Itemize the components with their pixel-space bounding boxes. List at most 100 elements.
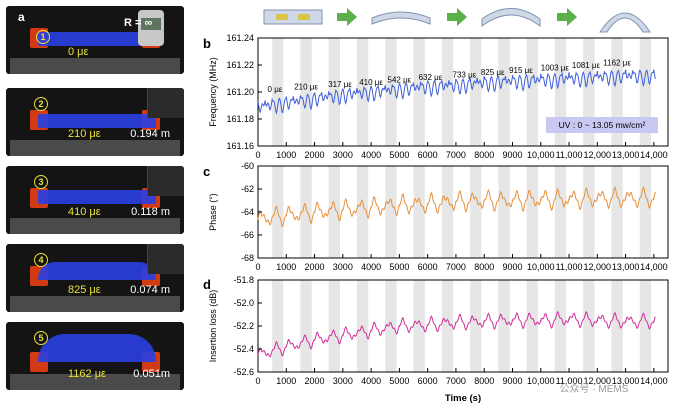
data-point xyxy=(455,200,457,203)
x-tick-label: 14,000 xyxy=(640,262,668,272)
step-number: 4 xyxy=(34,253,48,267)
data-point xyxy=(539,73,542,76)
uv-period-band xyxy=(272,280,284,372)
plot-frame xyxy=(257,279,669,373)
series-line xyxy=(257,185,656,228)
panel-label-c: c xyxy=(203,164,210,179)
data-point xyxy=(313,339,316,341)
x-tick-label: 11,000 xyxy=(556,150,583,160)
uv-period-band xyxy=(470,166,482,258)
data-point xyxy=(285,214,288,217)
x-tick-label: 8000 xyxy=(474,150,494,160)
x-tick-label: 2000 xyxy=(305,376,325,386)
chart-c: -60 -62 -64 -66 -68 0 1000 2000 3000 4000 5000 600… xyxy=(203,161,669,272)
uv-period-band xyxy=(498,38,510,146)
uv-period-band xyxy=(498,280,510,372)
chart-b: 161.24 161.22 161.20 161.18 161.16 0 1000 2000… xyxy=(203,33,669,160)
y-axis-label: Insertion loss (dB) xyxy=(208,290,218,363)
y-tick-label: -64 xyxy=(241,207,254,217)
data-point xyxy=(568,318,570,320)
data-point xyxy=(568,198,570,201)
uv-period-band xyxy=(441,166,454,258)
y-tick-label: 161.20 xyxy=(226,87,254,97)
x-tick-label: 6000 xyxy=(418,376,438,386)
strain-annotation: 0 με xyxy=(268,85,283,94)
radius-label: 0.074 m xyxy=(130,284,170,296)
x-tick-label: 5000 xyxy=(389,150,409,160)
strain-label: 0 με xyxy=(68,46,89,58)
series-phase xyxy=(257,185,656,228)
x-tick-label: 13,000 xyxy=(612,150,640,160)
uv-label-box xyxy=(546,117,658,133)
data-point xyxy=(257,353,259,356)
radius-infinity-label: R = ∞ xyxy=(124,17,153,29)
uv-shading xyxy=(272,280,652,372)
data-point xyxy=(624,69,627,72)
photo-step-3: 3 410 με 0.118 m xyxy=(6,166,184,234)
x-tick-label: 8000 xyxy=(474,262,494,272)
photo-step-5: 5 1162 με 0.051m xyxy=(6,322,184,390)
series-insertion-loss xyxy=(257,310,656,358)
data-point xyxy=(257,218,259,220)
x-tick-label: 10,000 xyxy=(527,262,555,272)
x-tick-label: 14,000 xyxy=(640,376,668,386)
data-point xyxy=(257,100,259,103)
data-point xyxy=(624,197,627,199)
y-tick-label: -60 xyxy=(241,161,254,171)
data-point xyxy=(596,197,599,199)
strain-annotation: 825 με xyxy=(481,68,505,77)
panel-label-b: b xyxy=(203,36,211,51)
x-tick-label: 2000 xyxy=(305,150,325,160)
uv-period-band xyxy=(470,38,482,146)
radius-label: 0.194 m xyxy=(130,128,170,140)
flexible-device xyxy=(38,262,156,280)
data-point xyxy=(370,206,372,209)
x-tick-label: 3000 xyxy=(333,376,353,386)
uv-period-band xyxy=(441,38,454,146)
x-axis: 0 1000 2000 3000 4000 5000 6000 7000 8000 9000 10,… xyxy=(255,142,668,160)
device-bent-3-icon xyxy=(599,12,651,33)
chart-d: -51.8 -52.0 -52.2 -52.4 -52.6 0 1000 2000 3000 4… xyxy=(203,275,669,404)
x-tick-label: 5000 xyxy=(389,262,409,272)
x-axis-label: Time (s) xyxy=(445,393,481,404)
x-tick-label: 1000 xyxy=(276,262,296,272)
uv-label: UV : 0 ~ 13.05 mw/cm² xyxy=(559,120,646,130)
strain-annotation: 915 με xyxy=(509,66,533,75)
x-tick-label: 7000 xyxy=(446,262,466,272)
uv-period-band xyxy=(611,280,623,372)
uv-period-band xyxy=(583,280,595,372)
uv-period-band xyxy=(526,280,538,372)
series-frequency xyxy=(257,69,656,115)
uv-period-band xyxy=(413,38,425,146)
bench xyxy=(10,218,180,234)
x-tick-label: 7000 xyxy=(446,150,466,160)
data-point xyxy=(342,334,344,337)
data-point xyxy=(455,321,457,324)
data-point xyxy=(511,319,514,322)
uv-period-band xyxy=(300,280,312,372)
uv-period-band xyxy=(272,38,284,146)
data-point xyxy=(426,80,429,82)
data-point xyxy=(653,69,655,72)
data-point xyxy=(511,75,514,77)
x-axis: 0 1000 2000 3000 4000 5000 6000 7000 8000 9000 10,… xyxy=(255,368,668,386)
y-tick-label: -52.4 xyxy=(233,344,254,354)
x-tick-label: 5000 xyxy=(389,376,409,386)
flexible-device xyxy=(38,190,156,204)
x-tick-label: 3000 xyxy=(333,150,353,160)
uv-period-band xyxy=(356,280,369,372)
y-tick-label: -52.2 xyxy=(233,321,254,331)
y-tick-label: -52.6 xyxy=(233,367,254,377)
y-axis-label: Phase (°) xyxy=(208,193,218,231)
x-tick-label: 7000 xyxy=(446,376,466,386)
x-tick-label: 4000 xyxy=(361,150,381,160)
data-point xyxy=(398,83,401,85)
x-tick-label: 6000 xyxy=(418,262,438,272)
photo-step-4: 4 825 με 0.074 m xyxy=(6,244,184,312)
x-tick-label: 9000 xyxy=(502,376,522,386)
uv-period-band xyxy=(639,280,652,372)
x-tick-label: 0 xyxy=(255,376,260,386)
flexible-device xyxy=(38,32,156,46)
uv-period-band xyxy=(328,38,340,146)
strain-annotation: 210 με xyxy=(294,83,318,92)
